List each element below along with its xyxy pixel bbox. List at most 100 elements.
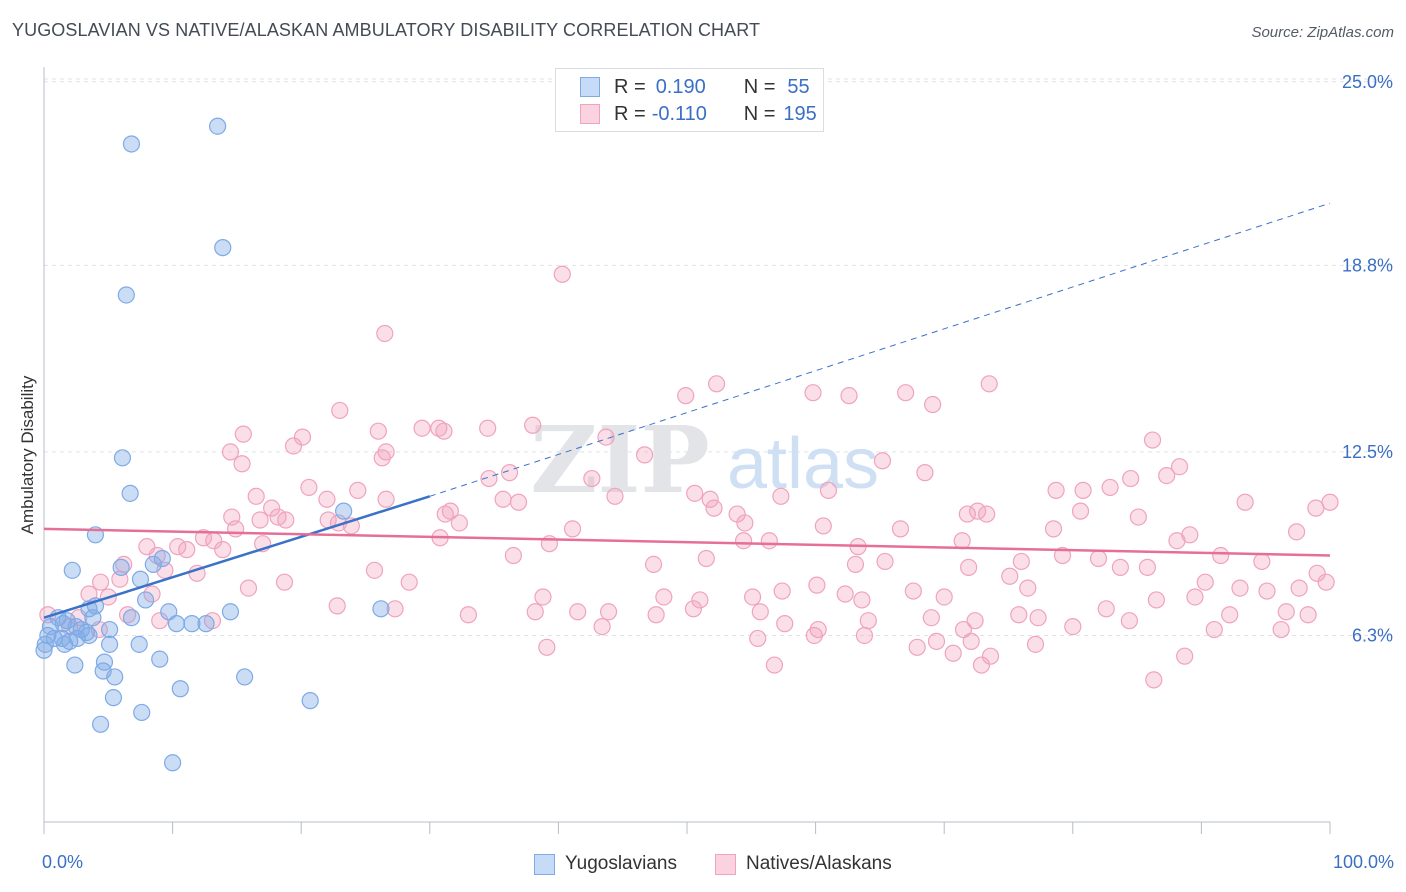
natives-point [538,638,556,656]
natives-point [953,532,971,550]
natives-point [459,606,477,624]
y-tick-label: 25.0% [1342,72,1393,92]
yugoslavian-point [209,117,227,135]
natives-point [435,422,453,440]
natives-point [935,588,953,606]
natives-point [373,449,391,467]
natives-point [376,324,394,343]
natives-point [1053,546,1072,565]
natives-point [749,629,767,648]
natives-point [328,597,346,615]
yugoslavian-point [221,603,240,621]
legend-swatch-pink [580,104,600,124]
natives-point [318,490,336,508]
natives-point [1138,558,1156,576]
y-tick-label: 12.5% [1342,442,1393,462]
natives-point [962,632,980,650]
yugoslavian-trend-extension [429,202,1331,497]
natives-point [743,588,762,606]
natives-point [772,487,790,505]
yugoslavian-point [95,653,114,671]
natives-point [1307,499,1325,517]
yugoslavian-point [214,239,232,257]
yugoslavian-point [164,754,182,772]
natives-point [1205,620,1223,639]
natives-point [436,505,454,523]
natives-point [701,490,719,508]
natives-point [331,401,349,420]
natives-point [178,541,196,559]
natives-point [916,464,934,482]
natives-point [1176,647,1194,665]
natives-point [239,579,258,597]
natives-point [524,416,542,434]
bottom-legend-natives: Natives/Alaskans [715,852,892,876]
natives-point [1026,635,1045,653]
natives-point [430,419,448,437]
natives-point [765,656,784,674]
watermark-atlas: atlas [727,424,879,504]
yugoslavian-point [112,558,130,576]
natives-point [234,425,252,443]
natives-point [1101,478,1119,497]
natives-point [504,546,522,565]
chart-title: YUGOSLAVIAN VS NATIVE/ALASKAN AMBULATORY… [12,20,761,40]
yugoslavian-point [104,689,123,707]
natives-point [897,384,915,402]
natives-point [760,532,778,550]
yugoslavian-trend-line [43,495,431,619]
natives-point [972,656,991,674]
yugoslavian-point [100,635,119,653]
bottom-legend-yugoslavians: Yugoslavians [534,852,677,876]
yugoslavian-point [122,609,141,627]
natives-point [808,576,826,594]
yugoslavian-points [35,117,390,772]
yugoslavian-point [66,656,84,674]
yugoslavian-point [36,635,54,653]
natives-point [927,632,946,650]
natives-point [751,603,769,621]
x-tick-label-min: 0.0% [42,852,84,872]
watermark: ZIP atlas [530,406,879,514]
yugoslavian-point [151,650,169,668]
natives-point [891,520,910,538]
natives-point [734,532,753,550]
bottom-legend-swatch-blue [534,853,555,875]
yugoslavian-point [372,600,390,618]
natives-point [269,508,287,526]
source-label: Source: ZipAtlas.com [1251,24,1394,41]
natives-point [534,588,552,606]
natives-point [1089,549,1108,568]
natives-point [705,499,723,517]
y-tick-labels: 6.3% 12.5% 18.8% 25.0% [1342,72,1393,646]
natives-point [805,626,823,645]
natives-point [214,541,232,559]
natives-point [1231,579,1249,597]
natives-point [1290,579,1308,597]
yugoslavian-point [113,449,132,467]
yugoslavian-point [106,668,124,686]
natives-point [1120,612,1138,630]
natives-point [599,603,618,621]
yugoslavian-point [183,615,201,633]
natives-point [969,502,987,520]
legend-swatch-blue [580,77,600,97]
natives-point [221,443,240,461]
natives-point [691,591,709,609]
yugoslavian-point [72,620,90,639]
natives-point [904,582,922,600]
natives-point [635,446,654,464]
natives-point [1001,567,1019,585]
natives-point [855,626,874,645]
natives-point [1019,579,1037,597]
natives-point [1071,502,1090,520]
natives-point [1012,552,1030,571]
natives-point [1145,671,1163,689]
natives-point [450,514,468,532]
yugoslavian-point [122,135,141,153]
yugoslavian-point [136,591,155,609]
natives-point [958,505,976,523]
yugoslavian-point [133,703,151,722]
natives-point [400,573,418,591]
